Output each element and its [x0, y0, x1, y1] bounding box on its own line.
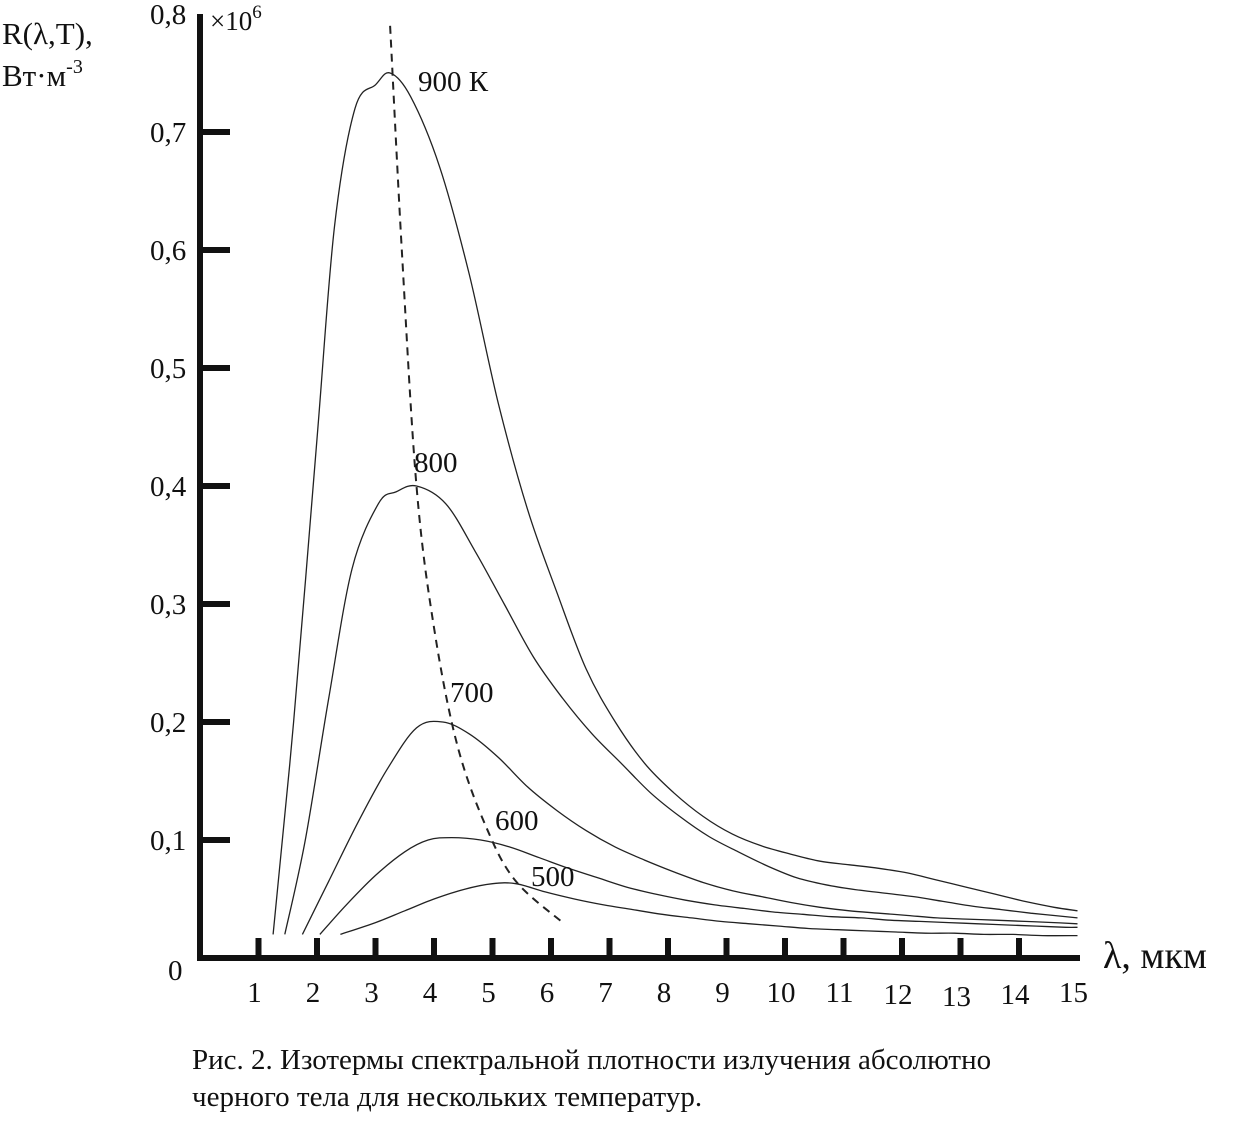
y-tick-label: 0,2: [150, 707, 186, 739]
x-tick-label: 1: [247, 977, 262, 1009]
caption-line-1: Рис. 2. Изотермы спектральной плотности …: [192, 1044, 992, 1076]
x-tick-label: 3: [364, 977, 379, 1009]
y-multiplier-exponent: 6: [252, 2, 262, 23]
spectral-density-chart: 900 К 800 700 600 500 0,1 0,2 0,3 0,4 0,5 0,6 0,7 0,…: [2, 0, 1207, 1013]
labels-layer: 900 К 800 700 600 500 0,1 0,2 0,3 0,4 0,5 0,6 0,7 0,…: [2, 0, 1207, 1013]
x-tick-label: 5: [481, 977, 496, 1009]
y-tick-label: 0,6: [150, 235, 186, 267]
y-tick-label: 0,1: [150, 825, 186, 857]
x-tick-label: 10: [767, 977, 796, 1009]
y-tick-label: 0,5: [150, 353, 186, 385]
wien-displacement-line: [389, 25, 564, 924]
origin-label: 0: [168, 955, 183, 987]
series-label: 500: [531, 861, 575, 893]
y-axis-label-line1: R(λ,T),: [2, 16, 93, 51]
x-tick-label: 15: [1059, 977, 1088, 1009]
x-tick-label: 14: [1001, 979, 1031, 1011]
series-label: 700: [450, 677, 494, 709]
x-tick-label: 13: [942, 981, 971, 1013]
curves-layer: [272, 25, 1078, 937]
y-axis-unit-exponent: -3: [66, 56, 83, 78]
y-tick-label: 0,3: [150, 589, 186, 621]
x-tick-label: 7: [598, 977, 613, 1009]
series-label: 600: [495, 805, 539, 837]
x-tick-label: 12: [884, 979, 913, 1011]
y-axis-label-line2: Вт·м-3: [2, 56, 83, 93]
series-label: 800: [414, 447, 458, 479]
isotherm-line: [340, 882, 1078, 937]
x-tick-label: 11: [826, 977, 854, 1009]
isotherm-line: [284, 484, 1078, 935]
caption-line-2: черного тела для нескольких температур.: [192, 1081, 703, 1114]
x-tick-label: 8: [657, 977, 672, 1009]
x-tick-label: 6: [540, 977, 555, 1009]
x-axis-label: λ, мкм: [1103, 935, 1207, 977]
isotherm-line: [301, 720, 1078, 935]
x-tick-label: 4: [423, 977, 438, 1009]
x-tick-label: 2: [306, 977, 321, 1009]
figure-caption: Рис. 2. Изотермы спектральной плотности …: [192, 1042, 1202, 1116]
isotherm-line: [272, 72, 1078, 935]
y-tick-label: 0,7: [150, 117, 186, 149]
isotherm-line: [319, 836, 1078, 935]
x-tick-label: 9: [715, 977, 730, 1009]
y-multiplier: ×106: [210, 2, 262, 36]
y-tick-label: 0,8: [150, 0, 186, 31]
y-tick-label: 0,4: [150, 471, 187, 503]
axes-layer: [197, 14, 1080, 961]
series-label: 900 К: [418, 66, 489, 98]
